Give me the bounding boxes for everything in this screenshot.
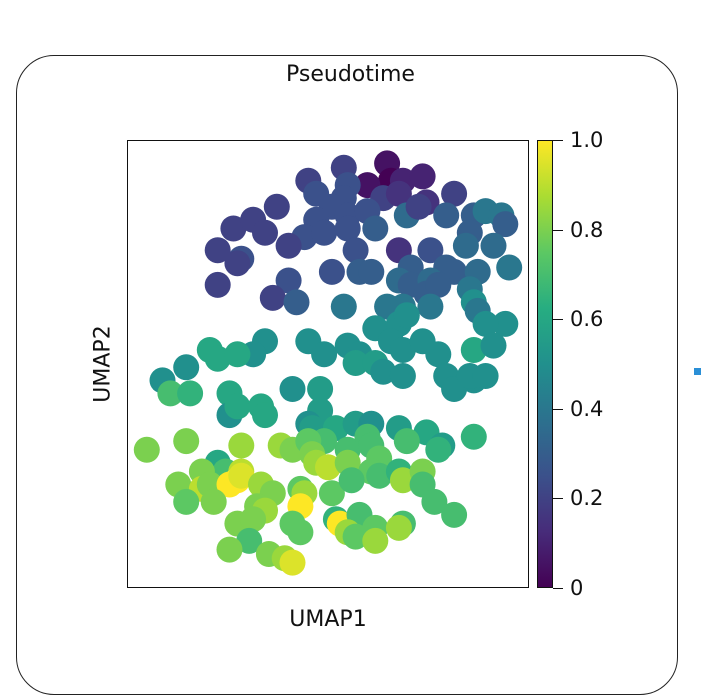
scatter-point-176	[362, 527, 389, 554]
scatter-point-70	[393, 302, 420, 329]
scatter-point-175	[342, 523, 369, 550]
scatter-points	[133, 150, 523, 576]
colorbar-tick-5	[553, 140, 563, 141]
scatter-point-67	[492, 310, 519, 337]
scatter-point-157	[200, 488, 227, 515]
scatter-point-32	[362, 215, 389, 242]
scatter-point-165	[240, 506, 267, 533]
scatter-point-57	[283, 289, 310, 316]
scatter-point-78	[389, 337, 416, 363]
colorbar	[537, 140, 553, 588]
scatter-point-177	[216, 536, 243, 563]
colorbar-tick-label-5: 1.0	[570, 128, 604, 152]
scatter-point-21	[433, 202, 460, 229]
colorbar-tick-4	[553, 230, 563, 231]
colorbar-tick-label-0: 0	[570, 576, 584, 600]
scatter-point-91	[389, 363, 416, 389]
scatter-point-82	[480, 332, 507, 359]
scatter-point-171	[385, 514, 412, 541]
scatter-point-136	[315, 454, 341, 481]
scatter-point-40	[204, 237, 231, 264]
scatter-point-80	[425, 341, 452, 368]
scatter-point-154	[338, 467, 365, 494]
scatter-point-25	[492, 211, 519, 238]
scatter-point-118	[173, 428, 200, 455]
colorbar-tick-2	[553, 409, 563, 410]
scatter-point-11	[385, 180, 412, 207]
scatter-point-139	[366, 462, 393, 489]
scatter-point-163	[441, 501, 468, 528]
scatter-point-90	[370, 358, 397, 385]
scatter-point-26	[220, 215, 247, 242]
scatter-point-86	[173, 354, 200, 381]
adjacent-panel-marker	[694, 368, 701, 375]
scatter-point-58	[330, 293, 357, 320]
colorbar-tick-label-3: 0.6	[570, 307, 604, 331]
scatter-point-180	[279, 549, 306, 576]
chart-title: Pseudotime	[286, 62, 415, 87]
x-axis-label: UMAP1	[289, 607, 367, 632]
scatter-point-102	[224, 393, 251, 420]
colorbar-tick-0	[553, 588, 563, 589]
scatter-point-39	[480, 232, 507, 259]
scatter-point-99	[177, 380, 204, 407]
scatter-point-172	[236, 527, 263, 554]
scatter-point-173	[287, 519, 314, 546]
scatter-point-35	[342, 237, 369, 264]
scatter-point-5	[409, 163, 436, 190]
scatter-point-31	[334, 215, 361, 242]
scatter-point-51	[204, 271, 231, 298]
scatter-point-162	[421, 488, 448, 515]
scatter-point-117	[133, 436, 160, 463]
scatter-point-52	[275, 267, 302, 294]
scatter-point-45	[358, 258, 385, 285]
scatter-point-116	[460, 423, 487, 450]
scatter-point-62	[425, 271, 452, 298]
scatter-point-81	[460, 337, 487, 363]
colorbar-tick-3	[553, 319, 563, 320]
scatter-point-13	[441, 180, 468, 207]
scatter-point-153	[318, 480, 345, 507]
scatter-point-71	[472, 310, 499, 337]
scatter-point-119	[228, 432, 255, 459]
scatter-point-125	[393, 428, 420, 455]
scatter-point-96	[472, 363, 499, 389]
scatter-point-37	[417, 237, 444, 264]
scatter-point-28	[252, 219, 278, 246]
scatter-point-50	[496, 254, 523, 281]
scatter-point-15	[263, 193, 290, 220]
scatter-point-98	[157, 380, 184, 407]
scatter-point-56	[259, 284, 286, 311]
colorbar-tick-1	[553, 498, 563, 499]
scatter-point-141	[389, 467, 416, 494]
scatter-point-87	[224, 341, 251, 368]
scatter-point-30	[311, 219, 338, 246]
colorbar-tick-label-4: 0.8	[570, 218, 604, 242]
scatter-point-74	[311, 341, 338, 368]
colorbar-tick-label-1: 0.2	[570, 486, 604, 510]
scatter-point-156	[173, 488, 200, 515]
scatter-point-85	[204, 345, 231, 372]
scatter-point-65	[417, 293, 444, 320]
scatter-point-104	[252, 402, 278, 429]
scatter-point-127	[425, 436, 452, 463]
scatter-point-43	[318, 258, 345, 285]
scatter-point-88	[342, 350, 369, 376]
colorbar-tick-label-2: 0.4	[570, 397, 604, 421]
scatter-point-148	[228, 462, 255, 489]
scatter-point-20	[405, 193, 432, 220]
scatter-point-38	[452, 232, 479, 259]
scatter-point-106	[307, 376, 334, 402]
scatter-point-34	[275, 232, 302, 259]
scatter-point-42	[224, 250, 251, 277]
scatter-point-105	[279, 376, 306, 402]
